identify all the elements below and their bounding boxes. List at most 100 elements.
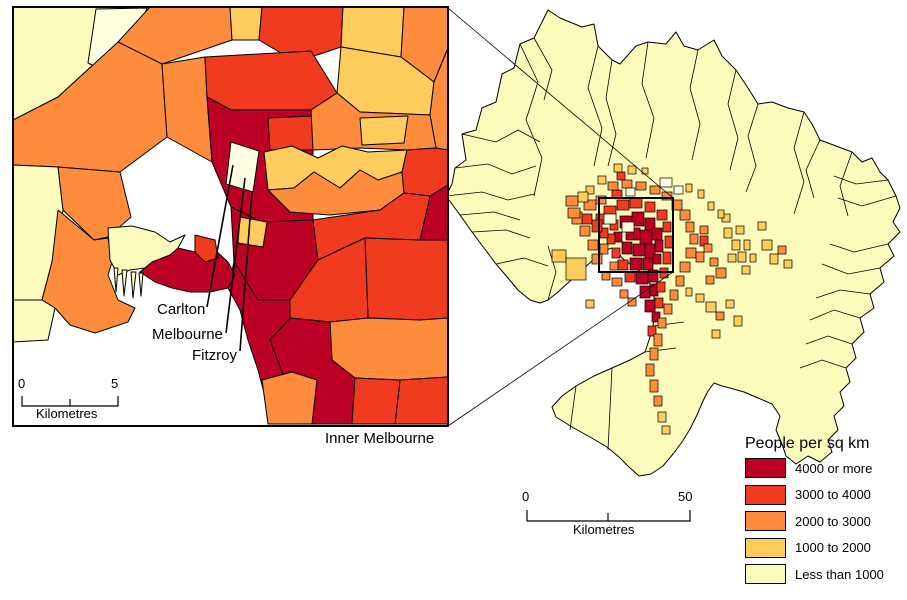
place-leader-line: [225, 177, 246, 334]
overview-density-region: [727, 253, 737, 263]
overview-density-region: [662, 221, 672, 233]
legend-swatch-1000-2000: [745, 537, 786, 558]
legend-label: 1000 to 2000: [795, 540, 871, 555]
overview-internal-border: [607, 367, 613, 451]
overview-density-region: [725, 299, 735, 309]
overview-density-region: [715, 311, 725, 321]
overview-density-region: [733, 315, 743, 327]
inset-density-region: [229, 7, 263, 41]
inset-map: [13, 7, 448, 426]
overview-density-region: [631, 211, 645, 227]
overview-density-region: [644, 299, 656, 313]
overview-internal-border: [445, 191, 535, 201]
overview-density-region: [652, 253, 662, 265]
legend-label: Less than 1000: [795, 566, 884, 582]
inset-density-region: [130, 271, 137, 299]
overview-internal-border: [471, 229, 531, 239]
overview-scale-caption: Kilometres: [573, 522, 635, 537]
overview-internal-border: [459, 211, 521, 221]
overview-density-region: [635, 271, 649, 285]
overview-internal-border: [799, 359, 847, 369]
legend-item: 1000 to 2000: [745, 537, 905, 558]
legend-item: 4000 or more: [745, 458, 905, 478]
place-leader-line: [206, 164, 234, 308]
overview-density-region: [653, 395, 663, 407]
overview-density-region: [695, 251, 705, 263]
inset-density-region: [113, 267, 119, 293]
inset-frame: [12, 6, 449, 427]
overview-density-region: [735, 225, 745, 235]
legend-label: 4000 or more: [795, 460, 873, 476]
overview-density-region: [769, 253, 779, 265]
inset-scale-max: 5: [111, 376, 119, 391]
inset-density-region: [117, 7, 233, 65]
overview-density-region: [661, 425, 671, 435]
inset-density-region: [394, 376, 448, 425]
overview-internal-border: [839, 151, 853, 217]
inset-density-region: [359, 115, 409, 146]
overview-density-region: [657, 411, 667, 423]
legend-label: 3000 to 4000: [795, 487, 871, 502]
overview-density-region: [715, 267, 727, 279]
overview-density-region: [619, 289, 629, 299]
overview-density-region: [705, 275, 715, 285]
overview-internal-border: [587, 45, 603, 167]
overview-density-region: [649, 185, 661, 195]
overview-density-region: [591, 219, 603, 233]
overview-density-region: [611, 277, 623, 287]
overview-density-region: [579, 225, 591, 237]
inset-density-region: [351, 377, 401, 425]
overview-internal-border: [793, 111, 805, 215]
overview-density-region: [757, 221, 767, 231]
inset-density-region: [194, 234, 219, 263]
inset-density-region: [121, 269, 128, 297]
legend: People per sq km 4000 or more 3000 to 40…: [737, 435, 905, 592]
overview-density-region: [659, 177, 673, 188]
inset-connector-line: [447, 271, 674, 427]
inset-scale-caption: Kilometres: [36, 406, 98, 421]
inset-density-region: [329, 317, 448, 381]
overview-density-region: [565, 257, 587, 281]
overview-internal-border: [821, 263, 881, 275]
overview-density-region: [662, 251, 672, 265]
overview-density-region: [644, 201, 656, 213]
overview-density-region: [647, 269, 659, 283]
overview-density-region: [743, 239, 751, 251]
overview-density-region: [679, 261, 691, 273]
legend-title: People per sq km: [745, 435, 870, 452]
overview-internal-border: [837, 195, 897, 207]
overview-density-region: [777, 245, 787, 255]
overview-density-region: [642, 257, 654, 271]
overview-density-region: [625, 187, 636, 197]
overview-density-region: [673, 185, 684, 195]
overview-density-region: [705, 301, 717, 313]
inset-density-region: [267, 169, 405, 216]
overview-density-region: [685, 183, 693, 193]
inset-scale-zero: 0: [18, 376, 26, 391]
overview-density-region: [635, 181, 647, 191]
overview-density-region: [651, 227, 663, 241]
overview-density-region: [699, 225, 709, 235]
legend-swatch-2000-3000: [745, 511, 786, 531]
overview-internal-border: [495, 257, 549, 267]
overview-map: [445, 7, 901, 522]
overview-density-region: [591, 253, 603, 265]
overview-density-region: [611, 247, 621, 259]
overview-density-region: [621, 241, 633, 255]
overview-density-region: [621, 221, 635, 233]
inset-density-region: [267, 115, 314, 151]
label-carlton: Carlton: [157, 301, 206, 318]
overview-density-region: [737, 251, 747, 263]
overview-density-region: [651, 311, 661, 323]
overview-scalebar: [526, 510, 691, 522]
overview-density-region: [709, 257, 719, 267]
overview-internal-border: [727, 69, 739, 171]
overview-density-region: [613, 163, 623, 173]
overview-density-region: [583, 199, 597, 211]
overview-density-region: [656, 209, 668, 221]
overview-internal-border: [641, 41, 655, 159]
overview-density-region: [601, 271, 611, 281]
overview-density-region: [711, 329, 721, 339]
